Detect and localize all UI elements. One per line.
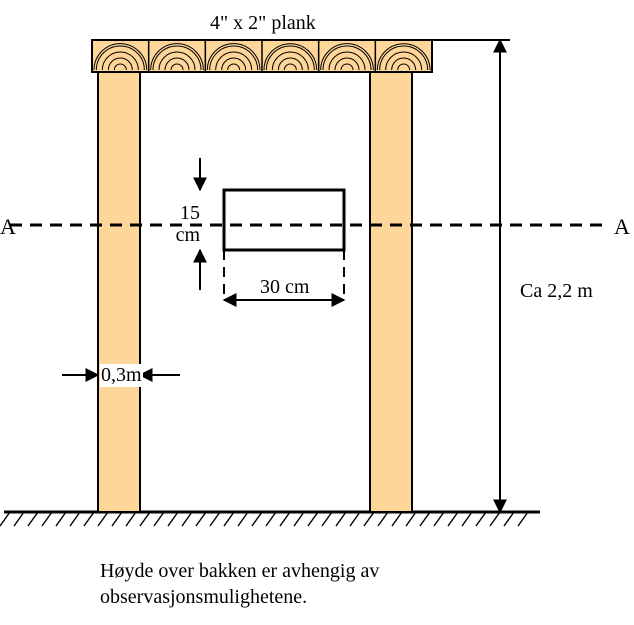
left-post xyxy=(98,72,140,512)
section-a-left: A xyxy=(0,214,16,240)
ground xyxy=(0,512,540,526)
box-width-label: 30 cm xyxy=(260,276,309,299)
plank-label: 4" x 2" plank xyxy=(210,12,316,35)
center-box xyxy=(224,190,344,250)
caption-line2: observasjonsmulighetene. xyxy=(100,586,307,608)
box-height-label: 15cm xyxy=(160,202,200,246)
dim-total-height xyxy=(432,40,510,512)
diagram-svg xyxy=(0,0,634,625)
caption: Høyde over bakken er avhengig av observa… xyxy=(100,558,379,610)
top-plank xyxy=(92,40,432,72)
post-width-label: 0,3m xyxy=(100,364,143,387)
caption-line1: Høyde over bakken er avhengig av xyxy=(100,560,379,582)
total-height-label: Ca 2,2 m xyxy=(520,280,593,303)
section-a-right: A xyxy=(614,214,630,240)
right-post xyxy=(370,72,412,512)
